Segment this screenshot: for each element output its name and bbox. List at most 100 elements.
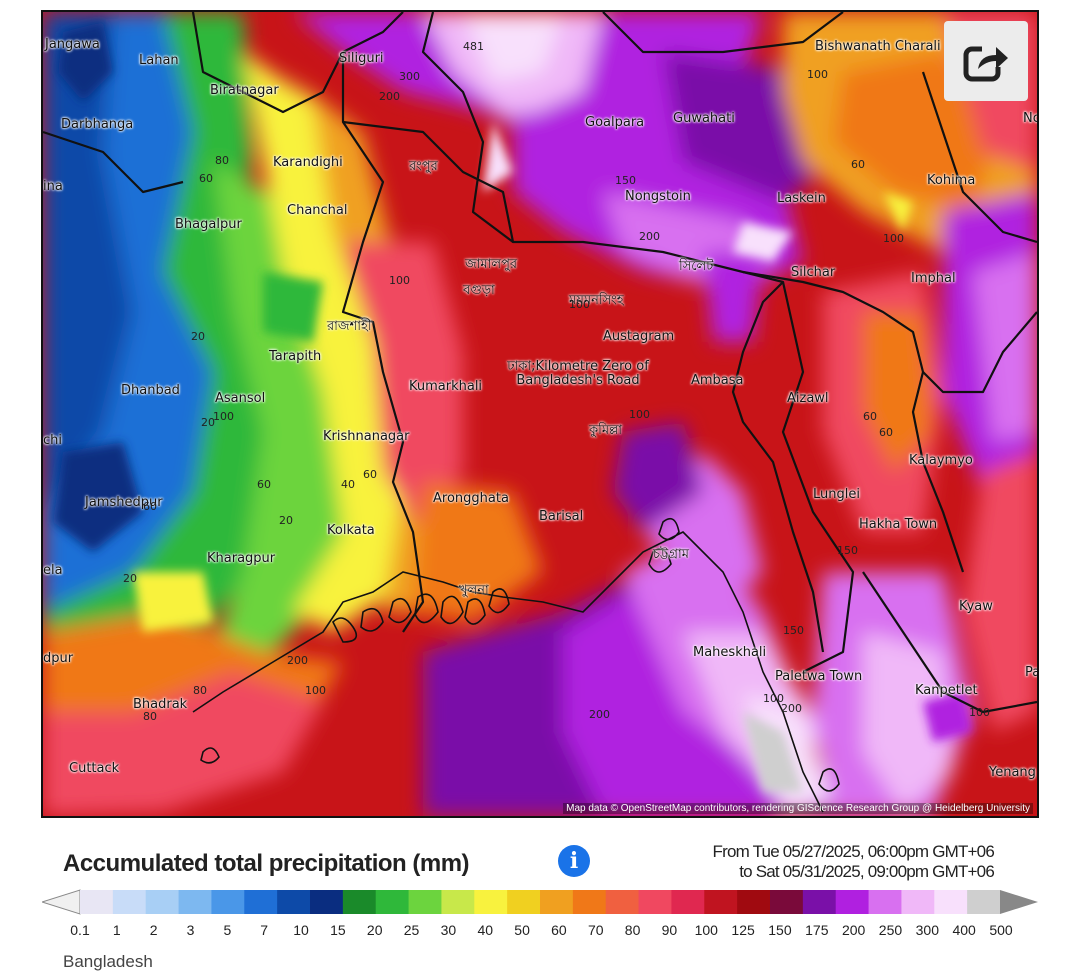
contour-value: 481	[463, 40, 484, 53]
contour-value: 60	[143, 500, 157, 513]
contour-value: 100	[763, 692, 784, 705]
scale-tick-label: 250	[878, 922, 903, 938]
city-label: Yenang	[989, 765, 1036, 780]
city-label: Nc	[1023, 111, 1039, 126]
city-label: জামালপুর	[465, 257, 518, 272]
city-label: Lunglei	[813, 487, 860, 502]
contour-value: 150	[783, 624, 804, 637]
scale-swatch	[375, 890, 410, 914]
contour-value: 200	[589, 708, 610, 721]
city-label: Lahan	[139, 53, 179, 68]
city-label: Asansol	[215, 391, 266, 406]
contour-value: 80	[193, 684, 207, 697]
info-icon[interactable]: i	[558, 845, 590, 877]
scale-swatch	[474, 890, 508, 914]
time-range: From Tue 05/27/2025, 06:00pm GMT+06 to S…	[712, 842, 995, 882]
range-to: to Sat 05/31/2025, 09:00pm GMT+06	[739, 862, 995, 881]
scale-swatch	[835, 890, 870, 914]
scale-swatch	[408, 890, 442, 914]
contour-value: 20	[279, 514, 293, 527]
share-button[interactable]	[944, 21, 1028, 101]
contour-value: 80	[143, 710, 157, 723]
scale-swatch	[605, 890, 640, 914]
scale-tick-label: 125	[731, 922, 755, 938]
city-label: Kanpetlet	[915, 683, 978, 698]
city-label: Bhadrak	[133, 697, 188, 712]
city-label: রাজশাহী	[327, 319, 372, 334]
contour-value: 100	[305, 684, 326, 697]
scale-tick-label: 0.1	[70, 922, 90, 938]
city-label: Austagram	[603, 329, 675, 344]
city-label: Kyaw	[959, 599, 993, 614]
scale-swatch	[244, 890, 278, 914]
city-label: Dhanbad	[121, 383, 180, 398]
scale-swatch	[802, 890, 837, 914]
city-label: খুলনা	[459, 583, 489, 598]
color-scale-ticks: 0.1 1 2 3 5 7 10 15 20 25 30 40 50 60 70 80 90 100 125 150 1…	[0, 922, 1080, 946]
precipitation-map[interactable]: Jangawa Lahan Siliguri Biratnagar Darbhanga G…	[41, 10, 1039, 818]
color-scale-bar	[42, 889, 1038, 915]
city-label: Pa	[1025, 665, 1039, 680]
scale-tick-label: 90	[661, 922, 678, 938]
scale-tick-label: 2	[149, 922, 158, 938]
scale-tick-label: 300	[915, 922, 939, 938]
city-label: Imphal	[911, 271, 956, 286]
contour-value: 150	[615, 174, 636, 187]
share-icon	[963, 43, 1008, 82]
contour-value: 60	[363, 468, 377, 481]
scale-tick-label: 70	[587, 922, 604, 938]
city-label: বগুড়া	[463, 283, 495, 298]
city-label: Aizawl	[787, 391, 829, 406]
contour-value: 200	[781, 702, 802, 715]
precipitation-field	[43, 12, 1037, 816]
city-label: Jangawa	[45, 37, 100, 52]
scale-tick-label: 15	[330, 922, 346, 938]
scale-tick-label: 1	[112, 922, 121, 938]
contour-value: 100	[569, 298, 590, 311]
contour-value: 20	[123, 572, 137, 585]
scale-swatch	[342, 890, 377, 914]
city-label: Kalaymyo	[909, 453, 973, 468]
city-label: Cuttack	[69, 761, 120, 776]
city-label: রংপুর	[409, 159, 438, 174]
contour-value: 40	[341, 478, 355, 491]
city-label: Bhagalpur	[175, 217, 242, 232]
contour-value: 60	[257, 478, 271, 491]
scale-swatch	[901, 890, 935, 914]
city-label: ela	[43, 563, 63, 578]
scale-swatch	[277, 890, 311, 914]
contour-value: 100	[629, 408, 650, 421]
scale-tick-label: 3	[186, 922, 195, 938]
city-label: Karandighi	[273, 155, 343, 170]
contour-value: 60	[863, 410, 877, 423]
city-label: Jamshedpur	[85, 495, 163, 510]
legend-title: Accumulated total precipitation (mm)	[63, 850, 470, 877]
city-label: Barisal	[539, 509, 584, 524]
city-label: Biratnagar	[210, 83, 279, 98]
city-label: Arongghata	[433, 491, 509, 506]
city-label: ঢাকা;Kilometre Zero of Bangladesh's Road	[507, 359, 649, 388]
scale-swatch	[638, 890, 672, 914]
scale-swatch	[770, 890, 804, 914]
city-label: dpur	[43, 651, 74, 666]
scale-max-arrow	[1000, 890, 1038, 914]
city-label: Darbhanga	[61, 117, 134, 132]
city-label: Laskein	[777, 191, 826, 206]
city-label: ina	[43, 179, 63, 194]
range-from: From Tue 05/27/2025, 06:00pm GMT+06	[712, 842, 995, 861]
scale-tick-label: 30	[440, 922, 457, 938]
scale-tick-label: 50	[514, 922, 530, 938]
contour-value: 20	[201, 416, 215, 429]
city-label: Ambasa	[691, 373, 744, 388]
scale-swatch	[934, 890, 968, 914]
scale-tick-label: 5	[223, 922, 232, 938]
city-label: Chanchal	[287, 203, 348, 218]
contour-value: 100	[389, 274, 410, 287]
city-label: Tarapith	[269, 349, 322, 364]
scale-tick-label: 150	[768, 922, 792, 938]
city-label: Kohima	[927, 173, 976, 188]
city-label: Krishnanagar	[323, 429, 410, 444]
scale-swatch	[310, 890, 344, 914]
city-label: Silchar	[791, 265, 836, 280]
city-label: Bishwanath Charali	[815, 39, 941, 54]
